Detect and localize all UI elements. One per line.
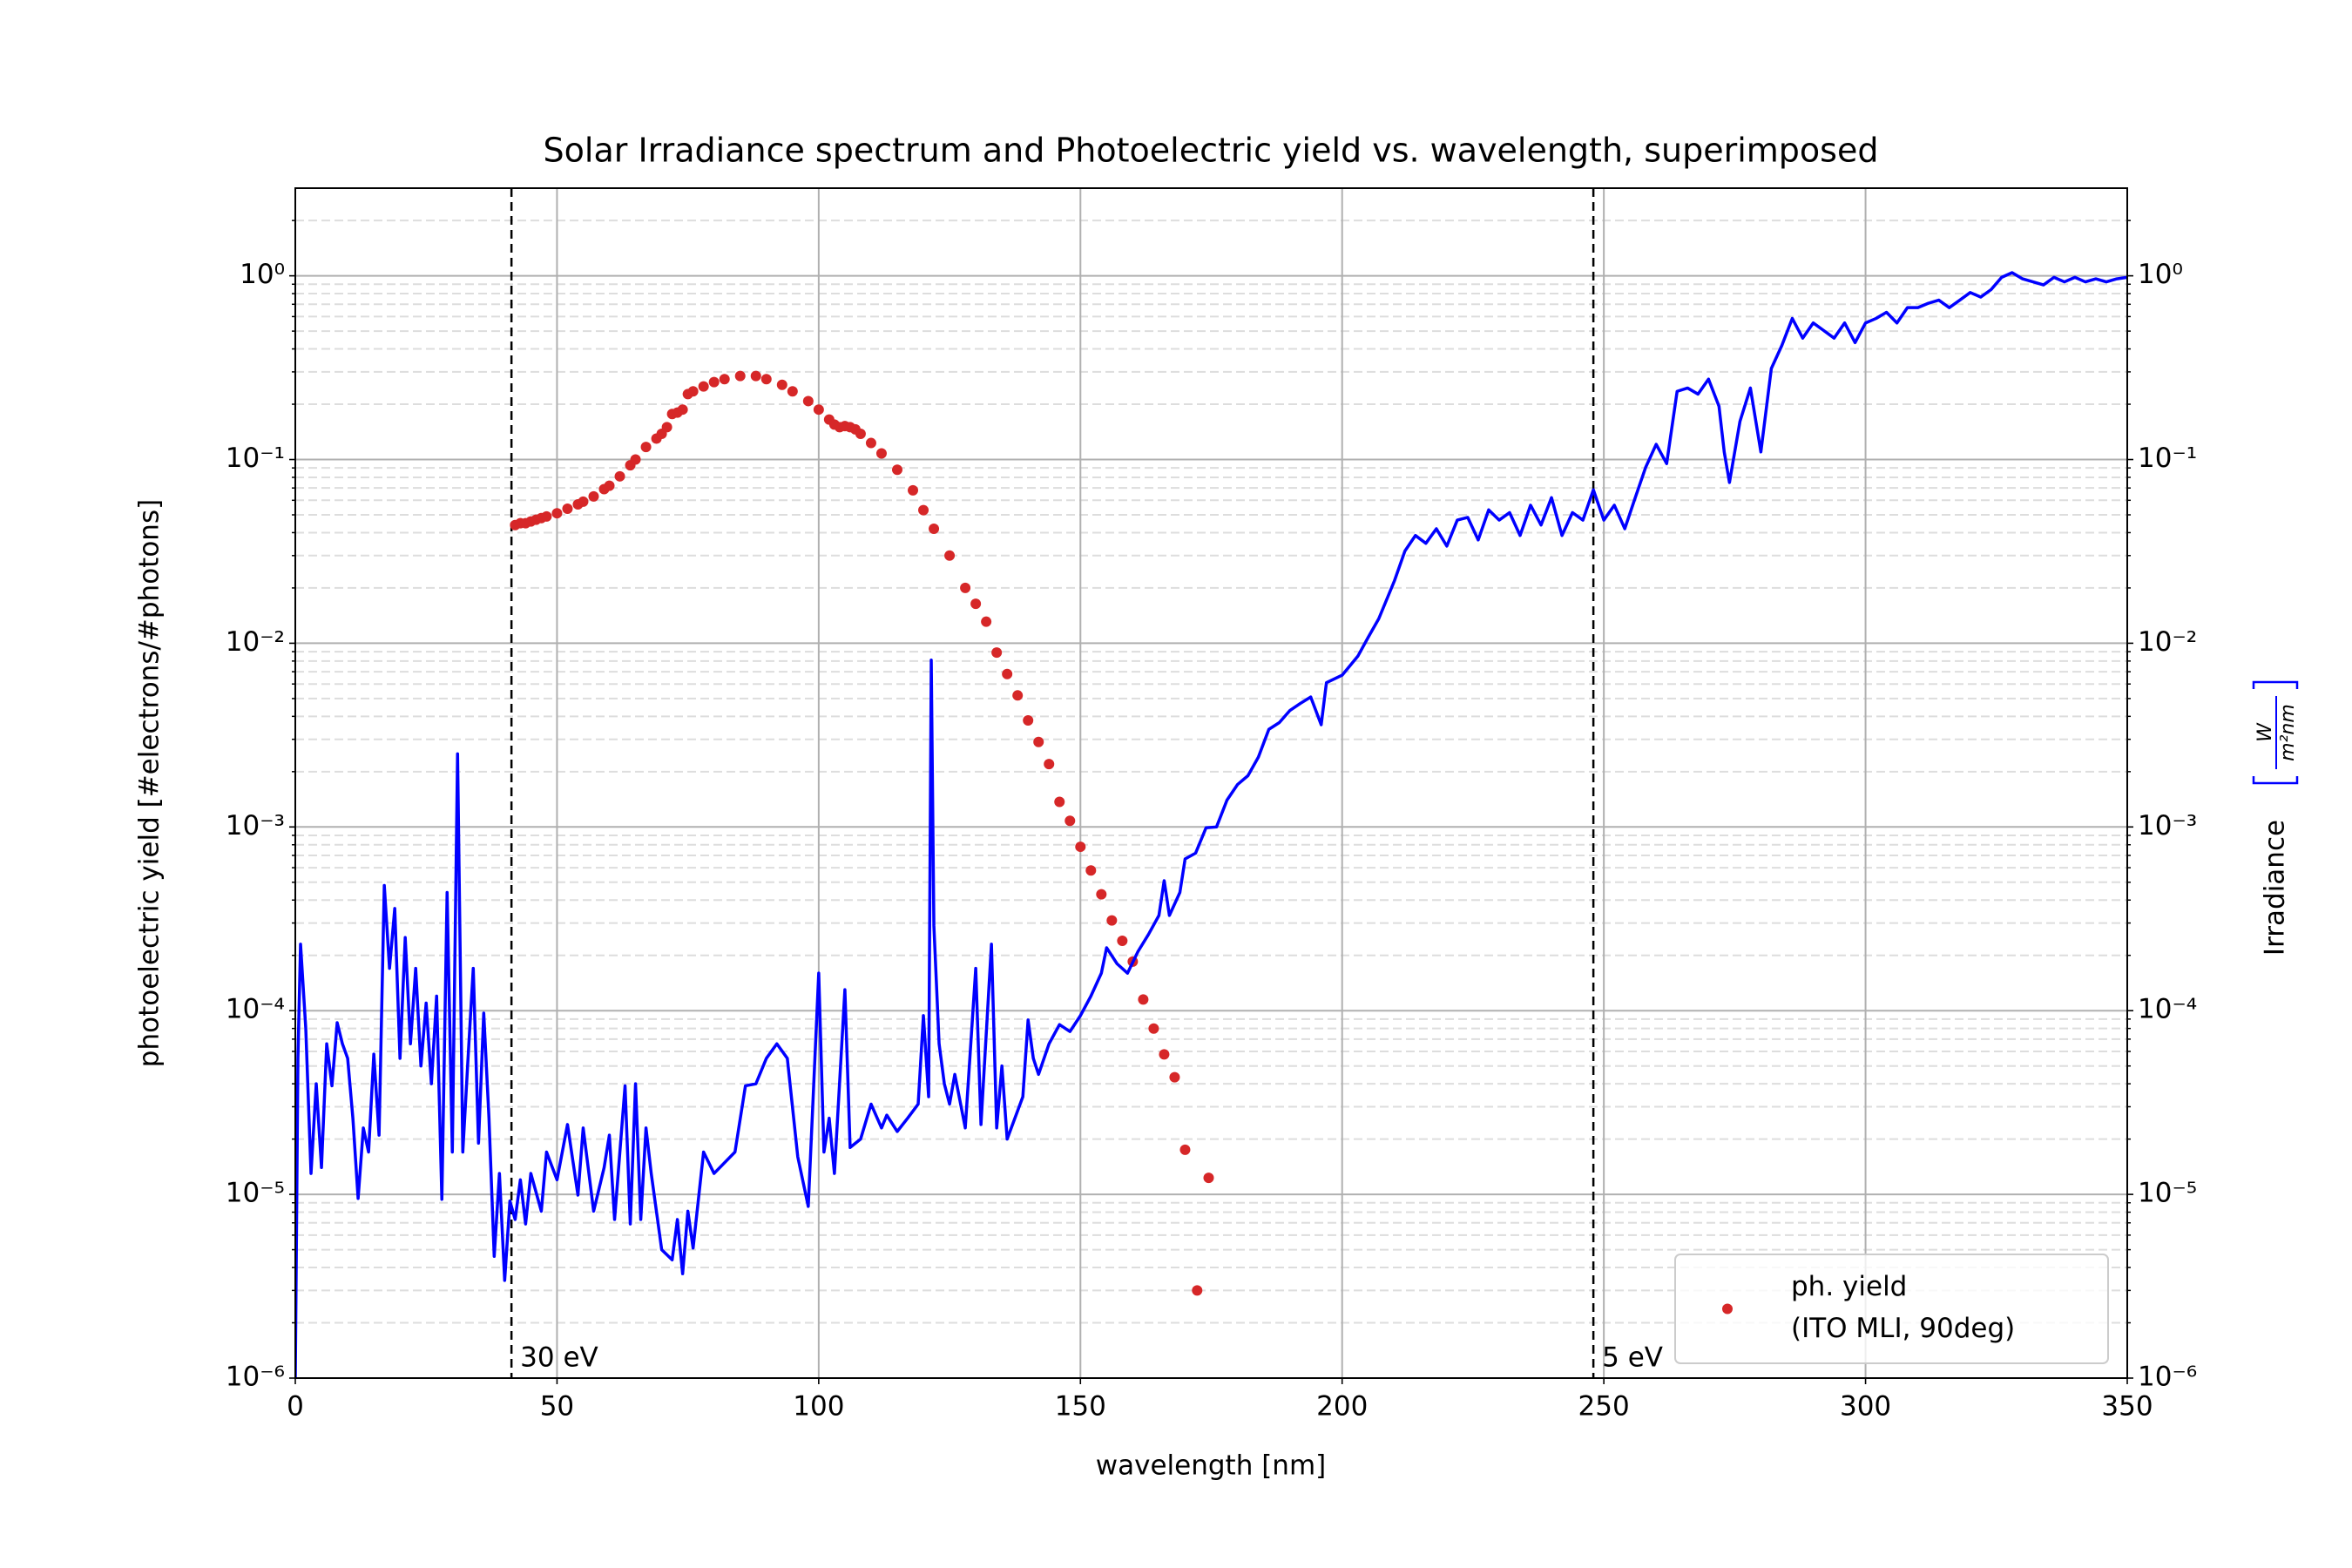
bracket xyxy=(2252,680,2299,785)
data-line xyxy=(295,271,2127,1378)
x-tick-label: 50 xyxy=(540,1391,574,1423)
data-point xyxy=(908,484,919,496)
x-tick-label: 300 xyxy=(1840,1391,1891,1423)
data-point xyxy=(1096,889,1107,900)
data-point xyxy=(1075,841,1086,853)
x-tick-label: 350 xyxy=(2101,1391,2153,1423)
data-point xyxy=(698,381,709,392)
y2-tick-label: 10⁻⁵ xyxy=(2138,1178,2197,1209)
data-point xyxy=(640,442,652,453)
data-point xyxy=(1054,796,1065,808)
y-tick-label: 10⁻² xyxy=(226,626,285,658)
data-point xyxy=(661,422,672,433)
data-point xyxy=(750,370,761,382)
x-tick-label: 250 xyxy=(1578,1391,1630,1423)
data-point xyxy=(970,598,982,610)
y-tick-label: 10⁰ xyxy=(240,259,285,290)
data-point xyxy=(1203,1173,1214,1184)
data-point xyxy=(1012,690,1024,701)
x-axis-label: wavelength [nm] xyxy=(1096,1450,1326,1482)
data-point xyxy=(1085,865,1097,876)
x-tick-label: 0 xyxy=(287,1391,304,1423)
y-tick-label: 10⁻¹ xyxy=(226,443,285,474)
y2-tick-label: 10⁰ xyxy=(2138,259,2183,290)
data-point xyxy=(1117,936,1128,947)
data-point xyxy=(1169,1071,1180,1083)
data-point xyxy=(918,504,929,516)
y2-axis-label-text: Irradiance xyxy=(2260,820,2291,956)
data-point xyxy=(551,508,563,519)
legend-marker xyxy=(1722,1303,1733,1315)
data-point xyxy=(1044,759,1055,770)
data-point xyxy=(1192,1285,1203,1296)
data-point xyxy=(541,510,552,522)
grid xyxy=(292,188,2131,1379)
data-point xyxy=(813,404,824,416)
data-point xyxy=(944,550,956,561)
data-point xyxy=(1106,915,1118,926)
data-point xyxy=(855,429,866,440)
y-axis-label: photoelectric yield [#electrons/#photons… xyxy=(134,499,166,1067)
data-point xyxy=(1138,994,1149,1005)
y-tick-label: 10⁻⁴ xyxy=(226,994,285,1025)
data-point xyxy=(891,464,902,476)
data-point xyxy=(991,647,1003,659)
data-point xyxy=(776,379,787,390)
y2-tick-label: 10⁻⁶ xyxy=(2138,1362,2197,1393)
unit-numerator: W xyxy=(2254,722,2276,742)
y-tick-label: 10⁻³ xyxy=(226,810,285,841)
data-point xyxy=(875,448,887,459)
data-point xyxy=(960,582,971,593)
legend: ph. yield (ITO MLI, 90deg) xyxy=(1674,1254,2109,1364)
data-point xyxy=(719,374,730,385)
chart-title: Solar Irradiance spectrum and Photoelect… xyxy=(544,132,1879,170)
data-point xyxy=(1159,1049,1170,1060)
plot-area xyxy=(295,188,2127,1378)
data-point xyxy=(929,523,940,534)
legend-label: (ITO MLI, 90deg) xyxy=(1791,1313,2015,1344)
data-point xyxy=(1002,668,1013,679)
unit-denominator: m²nm xyxy=(2277,704,2299,761)
y-tick-label: 10⁻⁵ xyxy=(226,1178,285,1209)
x-tick-label: 100 xyxy=(793,1391,844,1423)
y2-tick-label: 10⁻² xyxy=(2138,626,2197,658)
legend-box xyxy=(1674,1254,2109,1364)
x-tick-label: 200 xyxy=(1316,1391,1368,1423)
data-point xyxy=(578,496,589,507)
y2-tick-label: 10⁻¹ xyxy=(2138,443,2197,474)
vertical-line-label: 30 eV xyxy=(520,1342,598,1374)
data-point xyxy=(1064,815,1076,827)
plot-frame xyxy=(294,187,2128,1379)
data-point xyxy=(802,395,814,407)
data-point xyxy=(760,374,772,385)
y2-tick-label: 10⁻⁴ xyxy=(2138,994,2197,1025)
data-point xyxy=(1023,715,1034,727)
data-point xyxy=(1148,1023,1159,1034)
data-point xyxy=(630,454,641,465)
legend-label: ph. yield xyxy=(1791,1271,1907,1302)
y-tick-label: 10⁻⁶ xyxy=(226,1362,285,1393)
y2-axis-label: Irradiance W m²nm xyxy=(2252,680,2299,956)
vertical-line-label: 5 eV xyxy=(1602,1342,1663,1374)
y2-tick-label: 10⁻³ xyxy=(2138,810,2197,841)
data-point xyxy=(734,370,746,382)
data-point xyxy=(981,616,992,627)
data-point xyxy=(604,480,615,491)
data-point xyxy=(787,386,798,397)
data-point xyxy=(677,404,688,416)
data-point xyxy=(614,470,625,482)
data-point xyxy=(687,386,699,397)
data-point xyxy=(562,503,573,514)
data-point xyxy=(1033,736,1044,747)
data-point xyxy=(865,437,876,449)
data-point xyxy=(588,490,599,502)
x-tick-label: 150 xyxy=(1055,1391,1106,1423)
data-point xyxy=(1179,1144,1191,1155)
data-point xyxy=(708,376,720,388)
